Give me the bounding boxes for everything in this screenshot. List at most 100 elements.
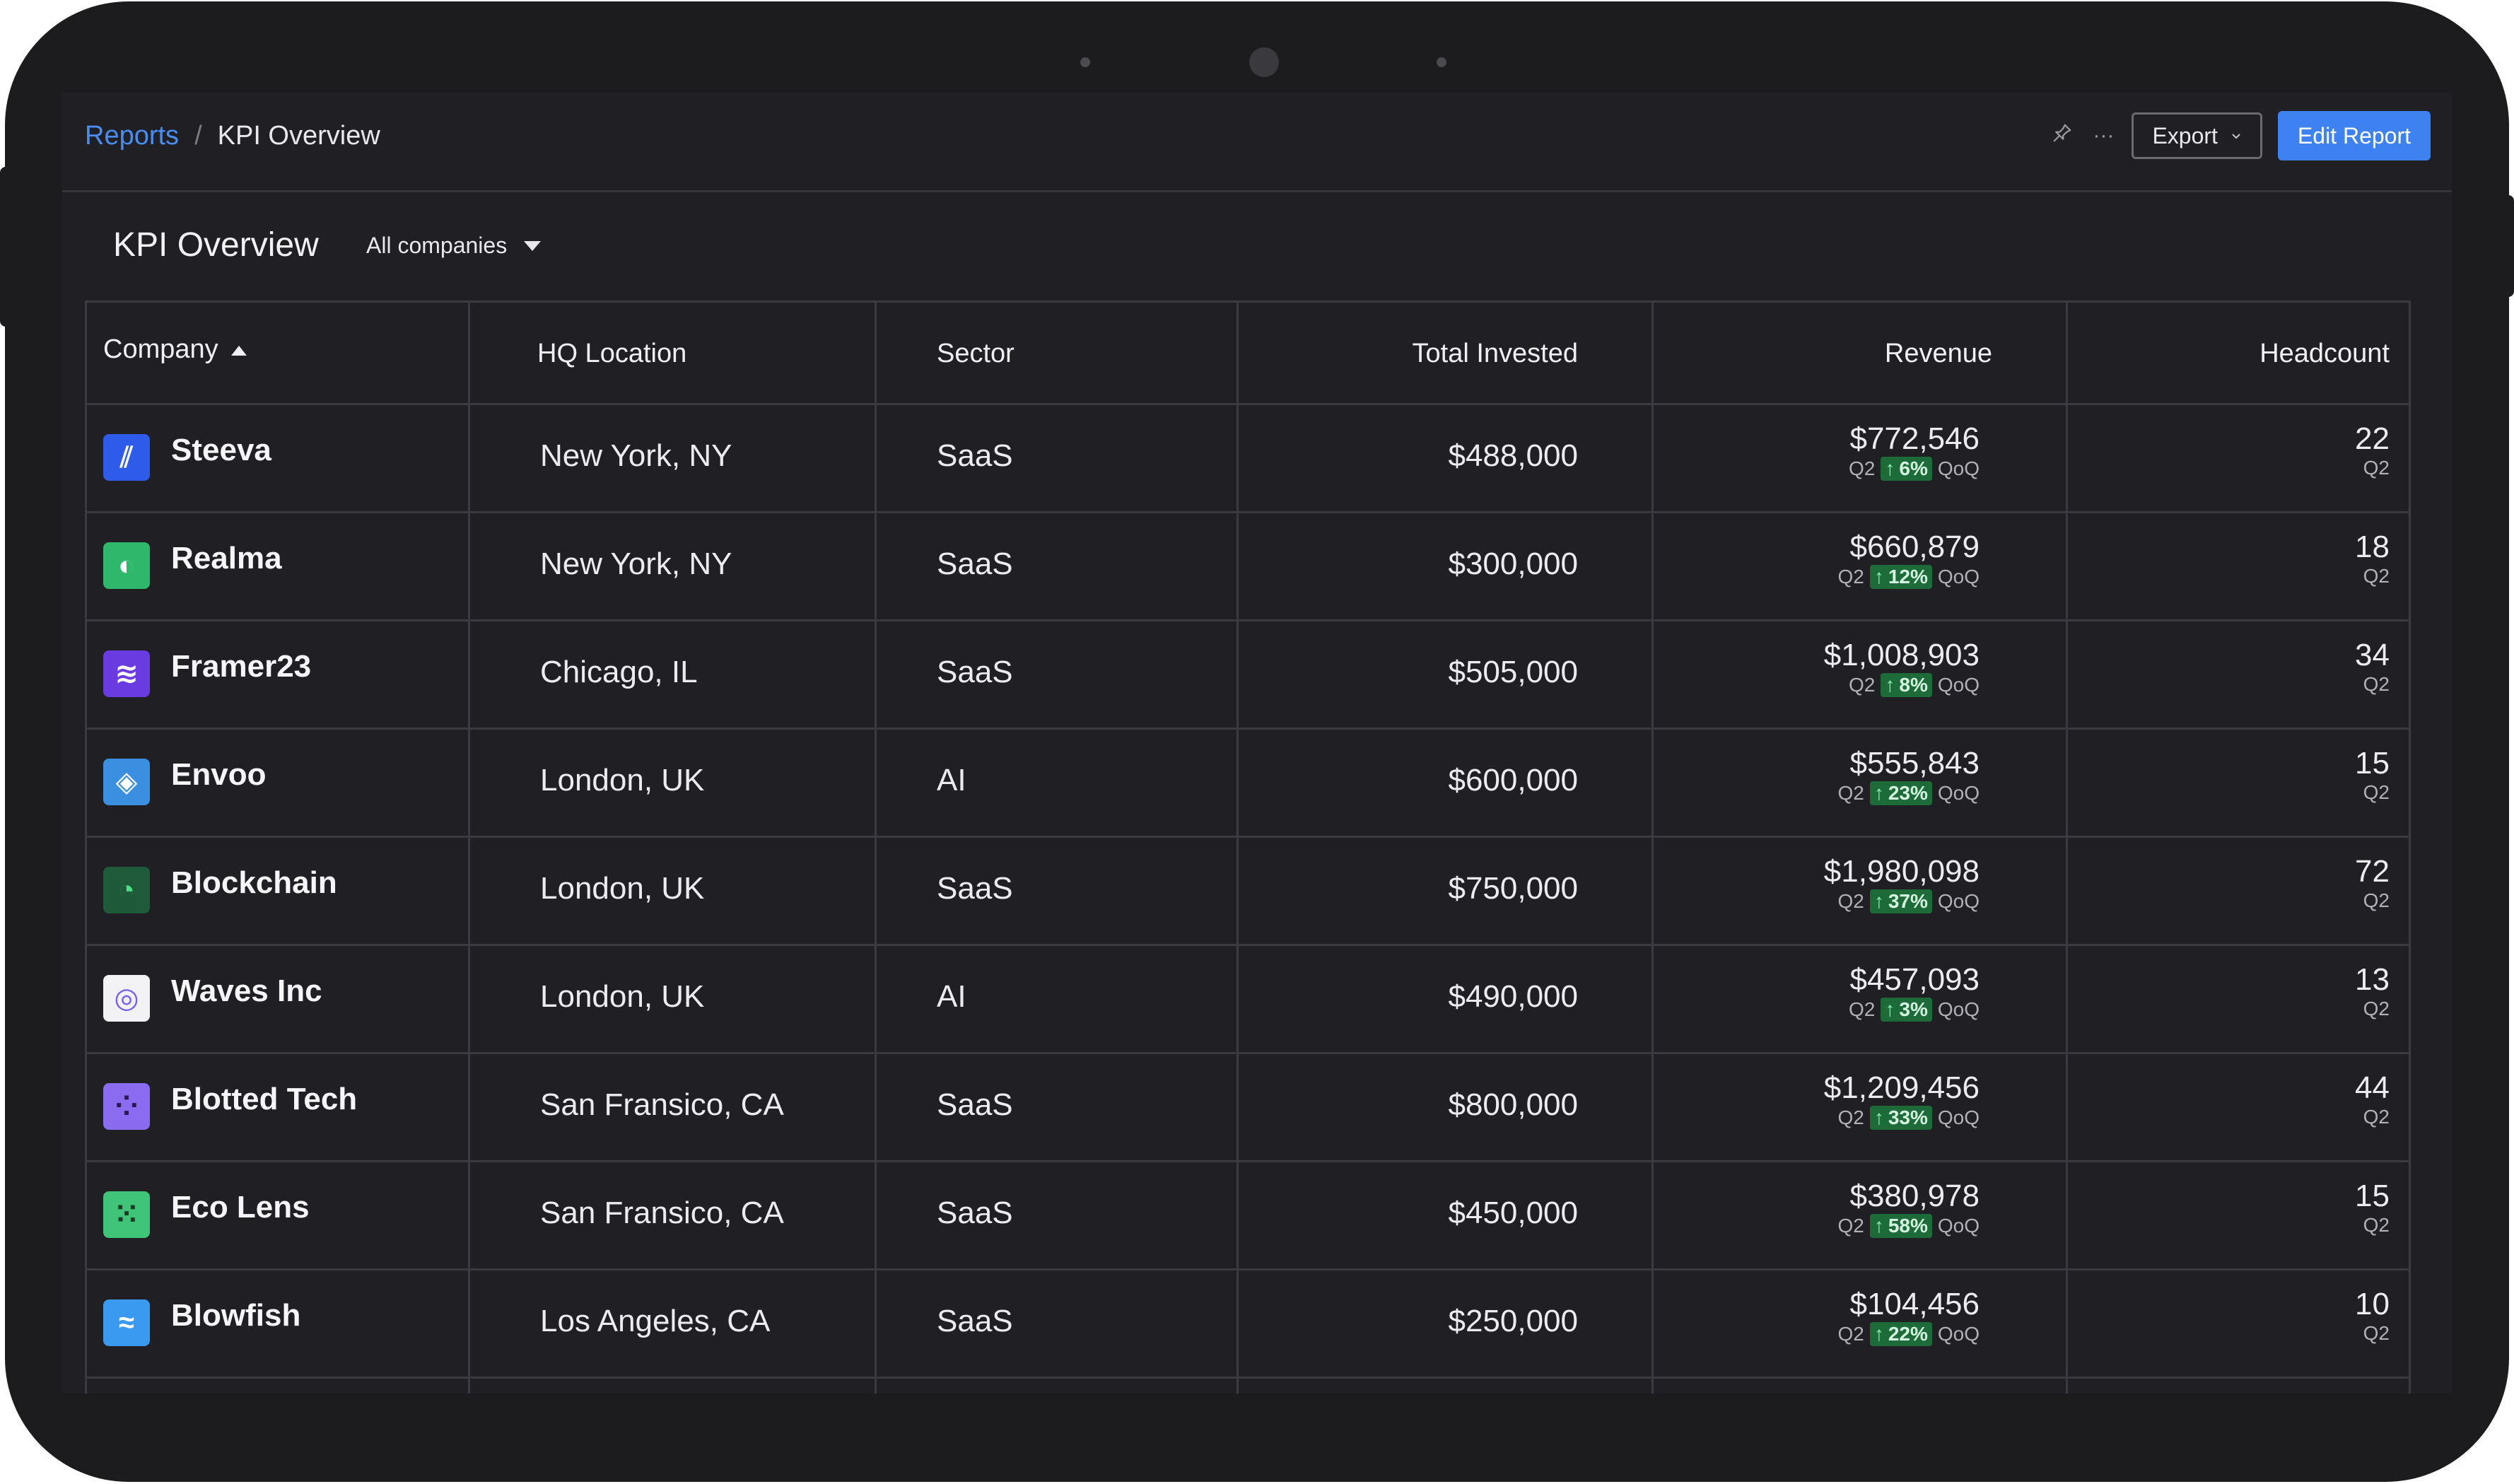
revenue-change: Q2 ↑ 12% QoQ: [1651, 565, 1980, 589]
company-logo-icon: ◎: [114, 983, 139, 1014]
change-suffix: QoQ: [1937, 1106, 1980, 1128]
headcount-cell: 15 Q2: [2066, 746, 2390, 804]
revenue-period: Q2: [1849, 674, 1876, 696]
company-name[interactable]: Framer23: [171, 649, 312, 684]
revenue-value: $380,978: [1849, 1179, 1980, 1213]
headcount-period: Q2: [2363, 673, 2390, 695]
change-suffix: QoQ: [1937, 457, 1980, 479]
headcount-cell: 34 Q2: [2066, 638, 2390, 696]
arrow-up-icon: ↑: [1873, 782, 1884, 804]
breadcrumb-current: KPI Overview: [217, 121, 380, 151]
table-row[interactable]: ≈ Blowfish Los Angeles, CA SaaS $250,000 $104…: [85, 1268, 2411, 1377]
sector: SaaS: [937, 438, 1013, 473]
table-row[interactable]: ◈ Envoo London, UK AI $600,000 $555,843 Q2 ↑ 23%…: [85, 728, 2411, 836]
header-total-invested[interactable]: Total Invested: [1236, 339, 1578, 369]
company-logo-icon: ⁘: [115, 1091, 139, 1122]
export-button[interactable]: Export: [2132, 112, 2262, 159]
headcount-cell: 44 Q2: [2066, 1070, 2390, 1128]
company-logo-icon: ◐: [117, 549, 136, 581]
breadcrumb: Reports / KPI Overview: [85, 121, 380, 151]
sector: AI: [937, 979, 966, 1014]
change-suffix: QoQ: [1937, 998, 1980, 1020]
company-logo-icon: ⁙: [115, 1199, 139, 1230]
page-title: KPI Overview: [113, 226, 319, 264]
header-sector[interactable]: Sector: [937, 339, 1015, 369]
change-percent: 8%: [1899, 674, 1928, 696]
more-icon[interactable]: ···: [2093, 124, 2115, 147]
column-divider: [85, 300, 87, 1394]
company-filter-dropdown[interactable]: All companies: [366, 233, 542, 259]
hq-location: Chicago, IL: [540, 655, 698, 689]
change-badge: ↑ 23%: [1869, 781, 1932, 805]
company-name[interactable]: Realma: [171, 541, 282, 576]
edit-report-button[interactable]: Edit Report: [2277, 111, 2431, 160]
revenue-cell: $555,843 Q2 ↑ 23% QoQ: [1651, 746, 1980, 805]
total-invested: $300,000: [1448, 547, 1578, 581]
change-badge: ↑ 58%: [1869, 1214, 1932, 1238]
sensor-dot: [1080, 57, 1090, 67]
arrow-up-icon: ↑: [1873, 566, 1884, 588]
change-badge: ↑ 3%: [1881, 998, 1932, 1022]
company-logo: ◎: [103, 975, 150, 1022]
revenue-period: Q2: [1837, 1323, 1864, 1345]
header-sector-label: Sector: [937, 339, 1015, 368]
total-invested: $450,000: [1448, 1196, 1578, 1230]
header-headcount[interactable]: Headcount: [2066, 339, 2390, 369]
table-row[interactable]: ⁘ Blotted Tech San Fransico, CA SaaS $800,00…: [85, 1052, 2411, 1160]
revenue-change: Q2 ↑ 6% QoQ: [1651, 457, 1980, 481]
headcount-value: 15: [2355, 1179, 2390, 1213]
sector: SaaS: [937, 655, 1013, 689]
headcount-value: 44: [2355, 1070, 2390, 1105]
toolbar: ··· Export Edit Report: [2050, 111, 2431, 160]
table-row[interactable]: ⫽ Steeva New York, NY SaaS $488,000 $772,546 Q…: [85, 403, 2411, 511]
company-logo: ⫽: [103, 434, 150, 481]
company-name[interactable]: Waves Inc: [171, 974, 322, 1008]
revenue-cell: $660,879 Q2 ↑ 12% QoQ: [1651, 530, 1980, 589]
breadcrumb-separator: /: [194, 121, 202, 151]
table-row[interactable]: ≋ Framer23 Chicago, IL SaaS $505,000 $1,008,9…: [85, 619, 2411, 728]
company-name[interactable]: Blockchain: [171, 865, 337, 900]
company-name[interactable]: Envoo: [171, 757, 267, 792]
row-divider: [85, 1160, 2411, 1162]
kpi-table: Company HQ Location Sector Total Invested Re…: [85, 300, 2411, 1394]
table-row[interactable]: ◎ Waves Inc London, UK AI $490,000 $457,093 Q2…: [85, 944, 2411, 1052]
row-divider: [85, 1377, 2411, 1379]
company-logo: ◈: [103, 759, 150, 805]
app-screen: Reports / KPI Overview ··· Export Edit R…: [62, 93, 2452, 1394]
headcount-value: 13: [2355, 962, 2390, 997]
sector: SaaS: [937, 871, 1013, 906]
total-invested: $505,000: [1448, 655, 1578, 689]
headcount-period: Q2: [2363, 889, 2390, 911]
company-name[interactable]: Blowfish: [171, 1298, 301, 1333]
headcount-period: Q2: [2363, 1214, 2390, 1236]
company-name[interactable]: Blotted Tech: [171, 1082, 358, 1116]
company-logo: ◔: [103, 867, 150, 913]
header-revenue[interactable]: Revenue: [1651, 339, 1992, 369]
header-company[interactable]: Company: [103, 334, 247, 365]
company-logo-icon: ◔: [117, 874, 136, 906]
hq-location: San Fransico, CA: [540, 1196, 784, 1230]
headcount-value: 22: [2355, 421, 2390, 456]
change-suffix: QoQ: [1937, 1323, 1980, 1345]
company-name[interactable]: Eco Lens: [171, 1190, 310, 1225]
table-row[interactable]: ◔ Blockchain London, UK SaaS $750,000 $1,980,…: [85, 836, 2411, 944]
headcount-period: Q2: [2363, 565, 2390, 587]
arrow-up-icon: ↑: [1885, 674, 1895, 696]
headcount-cell: 10 Q2: [2066, 1287, 2390, 1345]
total-invested: $488,000: [1448, 438, 1578, 473]
row-divider: [85, 1052, 2411, 1054]
table-row[interactable]: ◐ Realma New York, NY SaaS $300,000 $660,879 Q…: [85, 511, 2411, 619]
company-name[interactable]: Steeva: [171, 433, 271, 467]
table-row[interactable]: ⁙ Eco Lens San Fransico, CA SaaS $450,000 $38…: [85, 1160, 2411, 1268]
header-headcount-label: Headcount: [2259, 339, 2390, 368]
pin-icon[interactable]: [2050, 122, 2075, 149]
sort-ascending-icon: [230, 345, 247, 356]
header-hq-location[interactable]: HQ Location: [537, 339, 686, 369]
revenue-value: $1,980,098: [1823, 854, 1980, 889]
company-logo-icon: ≋: [115, 658, 139, 689]
revenue-value: $104,456: [1849, 1287, 1980, 1321]
change-badge: ↑ 37%: [1869, 889, 1932, 913]
breadcrumb-reports-link[interactable]: Reports: [85, 121, 180, 151]
revenue-cell: $1,980,098 Q2 ↑ 37% QoQ: [1651, 854, 1980, 913]
revenue-value: $1,209,456: [1823, 1070, 1980, 1105]
